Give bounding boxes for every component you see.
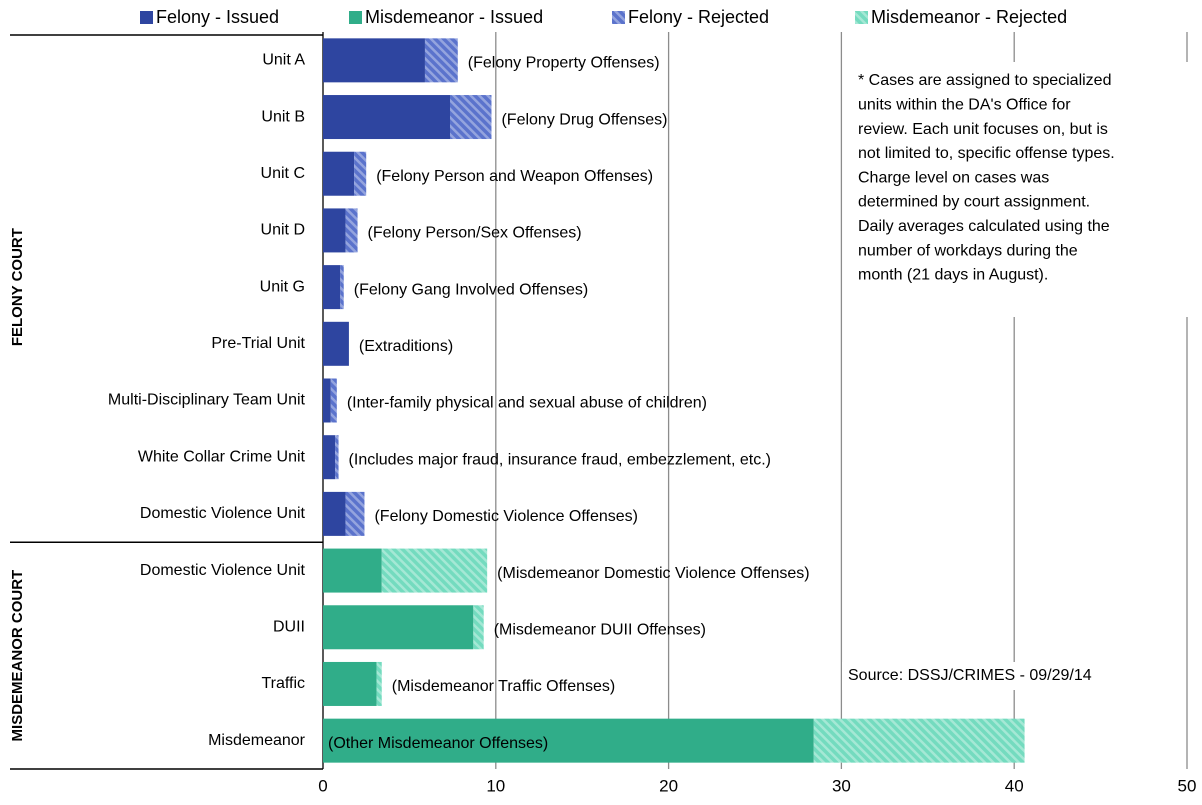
bar-segment <box>323 605 474 650</box>
bar-annotation: (Felony Person/Sex Offenses) <box>368 225 582 242</box>
category-label: Unit A <box>262 52 305 69</box>
legend-label: Felony - Rejected <box>628 7 769 27</box>
bar-segment <box>450 95 492 140</box>
bar-segment <box>381 548 488 593</box>
category-label: Unit C <box>261 165 305 182</box>
note-text: units within the DA's Office for <box>858 97 1071 114</box>
category-label: Traffic <box>261 675 305 692</box>
category-label: Unit D <box>261 222 305 239</box>
bar-annotation: (Misdemeanor Domestic Violence Offenses) <box>497 565 809 582</box>
group-label: MISDEMEANOR COURT <box>9 570 26 742</box>
bar-segment <box>323 661 377 706</box>
note-text: Daily averages calculated using the <box>858 218 1110 235</box>
note-text: review. Each unit focuses on, but is <box>858 121 1108 138</box>
bar-annotation: (Felony Gang Involved Offenses) <box>354 281 588 298</box>
bar-segment <box>323 718 814 763</box>
legend-swatch <box>349 11 362 24</box>
category-label: Multi-Disciplinary Team Unit <box>108 392 306 409</box>
note-text: not limited to, specific offense types. <box>858 145 1115 162</box>
source-box <box>842 662 1172 690</box>
x-tick-label: 30 <box>832 776 851 795</box>
bar-annotation: (Felony Person and Weapon Offenses) <box>376 168 653 185</box>
bar-annotation: (Felony Property Offenses) <box>468 55 660 72</box>
bar-segment <box>376 661 382 706</box>
bar-segment <box>330 378 337 423</box>
bar-segment <box>323 95 451 140</box>
bar-segment <box>323 435 336 480</box>
bar-segment <box>354 151 367 196</box>
x-tick-label: 10 <box>486 776 505 795</box>
note-text: month (21 days in August). <box>858 267 1048 284</box>
category-label: Misdemeanor <box>208 732 306 749</box>
legend-swatch <box>612 11 625 24</box>
note-text: * Cases are assigned to specialized <box>858 72 1111 89</box>
bar-segment <box>323 548 382 593</box>
note-text: number of workdays during the <box>858 242 1078 259</box>
bar-annotation: (Misdemeanor DUII Offenses) <box>494 621 706 638</box>
bar-annotation: (Felony Domestic Violence Offenses) <box>374 508 638 525</box>
bar-segment <box>424 38 458 83</box>
bar-segment <box>345 491 365 536</box>
bar-annotation: (Includes major fraud, insurance fraud, … <box>349 451 771 468</box>
bar-segment <box>323 38 425 83</box>
bar-annotation: (Inter-family physical and sexual abuse … <box>347 395 707 412</box>
x-tick-label: 50 <box>1178 776 1197 795</box>
legend-label: Felony - Issued <box>156 7 279 27</box>
source-text: Source: DSSJ/CRIMES - 09/29/14 <box>848 667 1092 684</box>
bar-segment <box>473 605 484 650</box>
bar-segment <box>335 435 339 480</box>
bar-segment <box>323 151 355 196</box>
bar-segment <box>345 208 358 253</box>
x-tick-label: 40 <box>1005 776 1024 795</box>
bar-segment <box>340 265 344 310</box>
bar-annotation: (Other Misdemeanor Offenses) <box>328 735 548 752</box>
category-label: Pre-Trial Unit <box>211 335 305 352</box>
category-label: Unit B <box>261 108 305 125</box>
note-box <box>852 62 1192 317</box>
legend-swatch <box>855 11 868 24</box>
bar-annotation: (Extraditions) <box>359 338 453 355</box>
bar-annotation: (Misdemeanor Traffic Offenses) <box>392 678 616 695</box>
x-tick-label: 20 <box>659 776 678 795</box>
legend-swatch <box>140 11 153 24</box>
bar-segment <box>323 321 349 366</box>
group-label: FELONY COURT <box>9 228 26 346</box>
category-label: Unit G <box>260 278 305 295</box>
category-label: Domestic Violence Unit <box>140 562 306 579</box>
bar-segment <box>323 265 341 310</box>
bar-segment <box>323 378 331 423</box>
x-tick-label: 0 <box>318 776 327 795</box>
category-label: White Collar Crime Unit <box>138 448 306 465</box>
category-label: DUII <box>273 618 305 635</box>
legend-label: Misdemeanor - Rejected <box>871 7 1067 27</box>
note-text: Charge level on cases was <box>858 169 1049 186</box>
bar-segment <box>813 718 1025 763</box>
note-text: determined by court assignment. <box>858 194 1090 211</box>
legend-label: Misdemeanor - Issued <box>365 7 543 27</box>
bar-annotation: (Felony Drug Offenses) <box>501 111 667 128</box>
bar-segment <box>323 208 346 253</box>
bar-segment <box>323 491 346 536</box>
category-label: Domestic Violence Unit <box>140 505 306 522</box>
